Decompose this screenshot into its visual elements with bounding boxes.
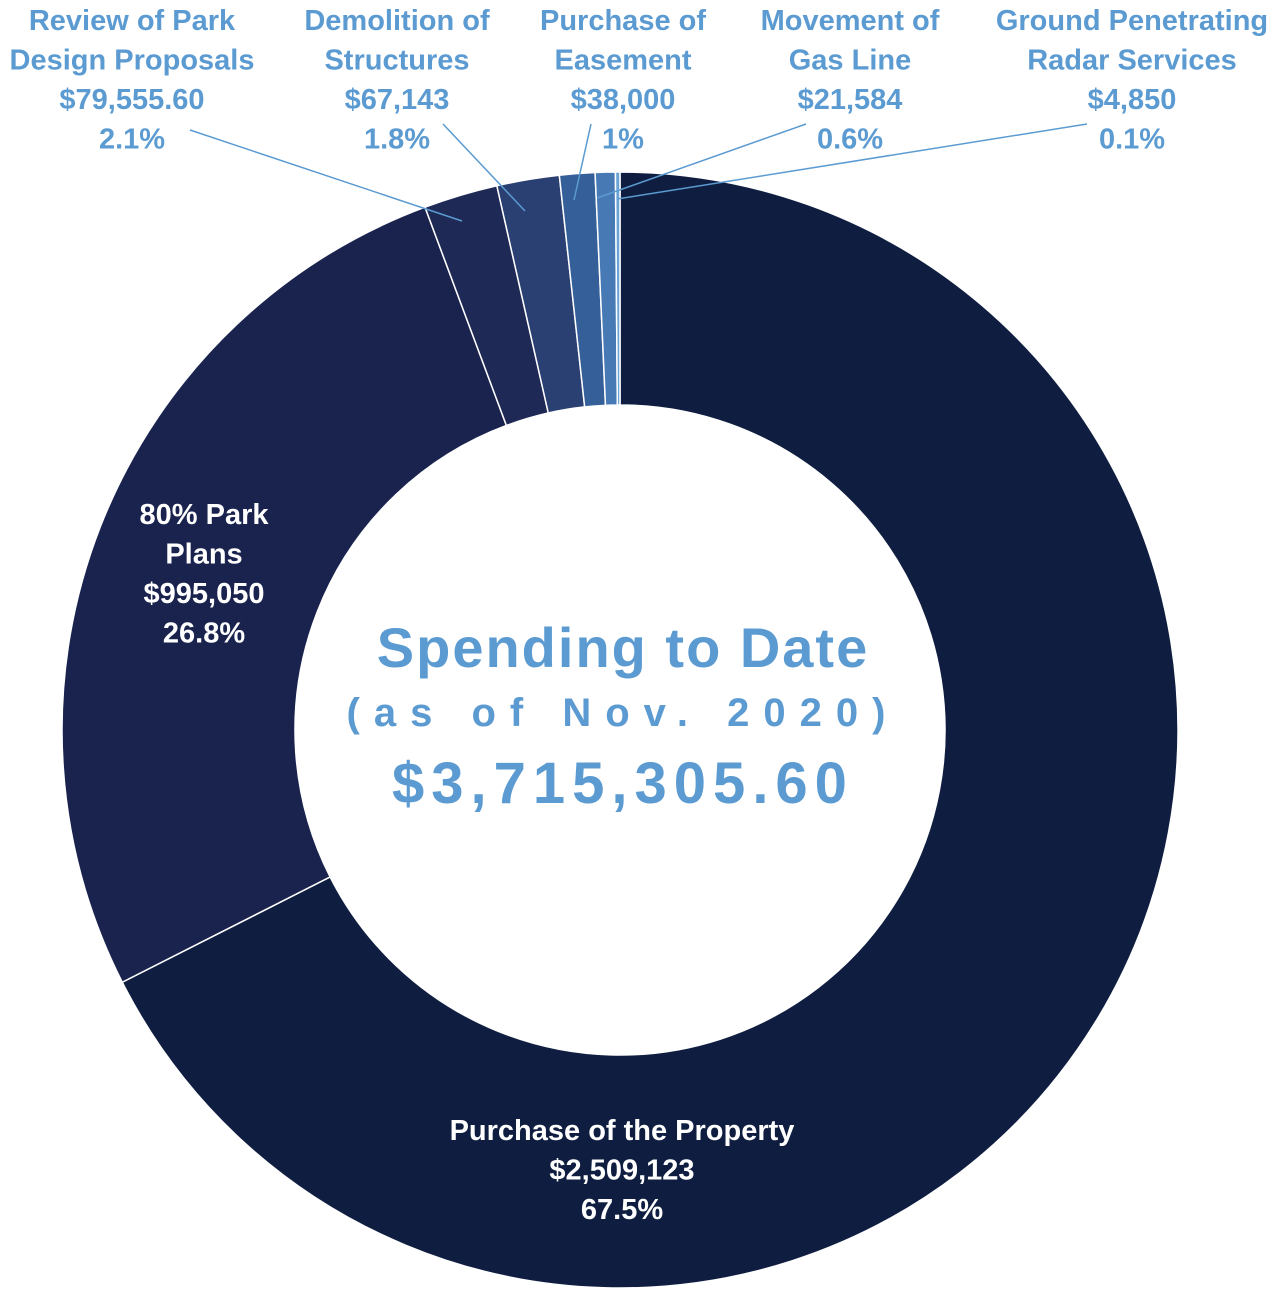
slice-labels-group: Purchase of the Property $2,509,123 67.5% 8…: [10, 5, 1269, 1226]
leader-line-5: [596, 123, 807, 199]
slice-label-2: Review of Park Design Proposals $79,555.60…: [10, 5, 255, 156]
center-text-group: Spending to Date (as of Nov. 2020) $3,71…: [347, 616, 900, 816]
slice-label-5: Movement of Gas Line $21,584 0.6%: [761, 5, 940, 156]
leader-line-2: [189, 129, 463, 222]
leader-line-6: [616, 123, 1088, 200]
slice-label-0: Purchase of the Property $2,509,123 67.5%: [450, 1115, 795, 1226]
chart-title: Spending to Date: [377, 616, 869, 679]
slices-group: [61, 171, 1179, 1289]
slice-label-4: Purchase of Easement $38,000 1%: [540, 5, 706, 156]
slice-label-3: Demolition of Structures $67,143 1.8%: [304, 5, 490, 156]
slice-0: [121, 171, 1179, 1289]
slice-label-6: Ground Penetrating Radar Services $4,850 0.…: [996, 5, 1268, 156]
slice-label-1: 80% Park Plans $995,050 26.8%: [140, 499, 270, 650]
slice-6: [614, 171, 621, 406]
leader-lines-group: [189, 123, 1088, 222]
slice-1: [61, 206, 508, 984]
chart-subtitle: (as of Nov. 2020): [347, 691, 900, 735]
leader-line-3: [442, 123, 526, 212]
chart-total: $3,715,305.60: [392, 751, 854, 816]
leader-line-4: [573, 123, 592, 201]
